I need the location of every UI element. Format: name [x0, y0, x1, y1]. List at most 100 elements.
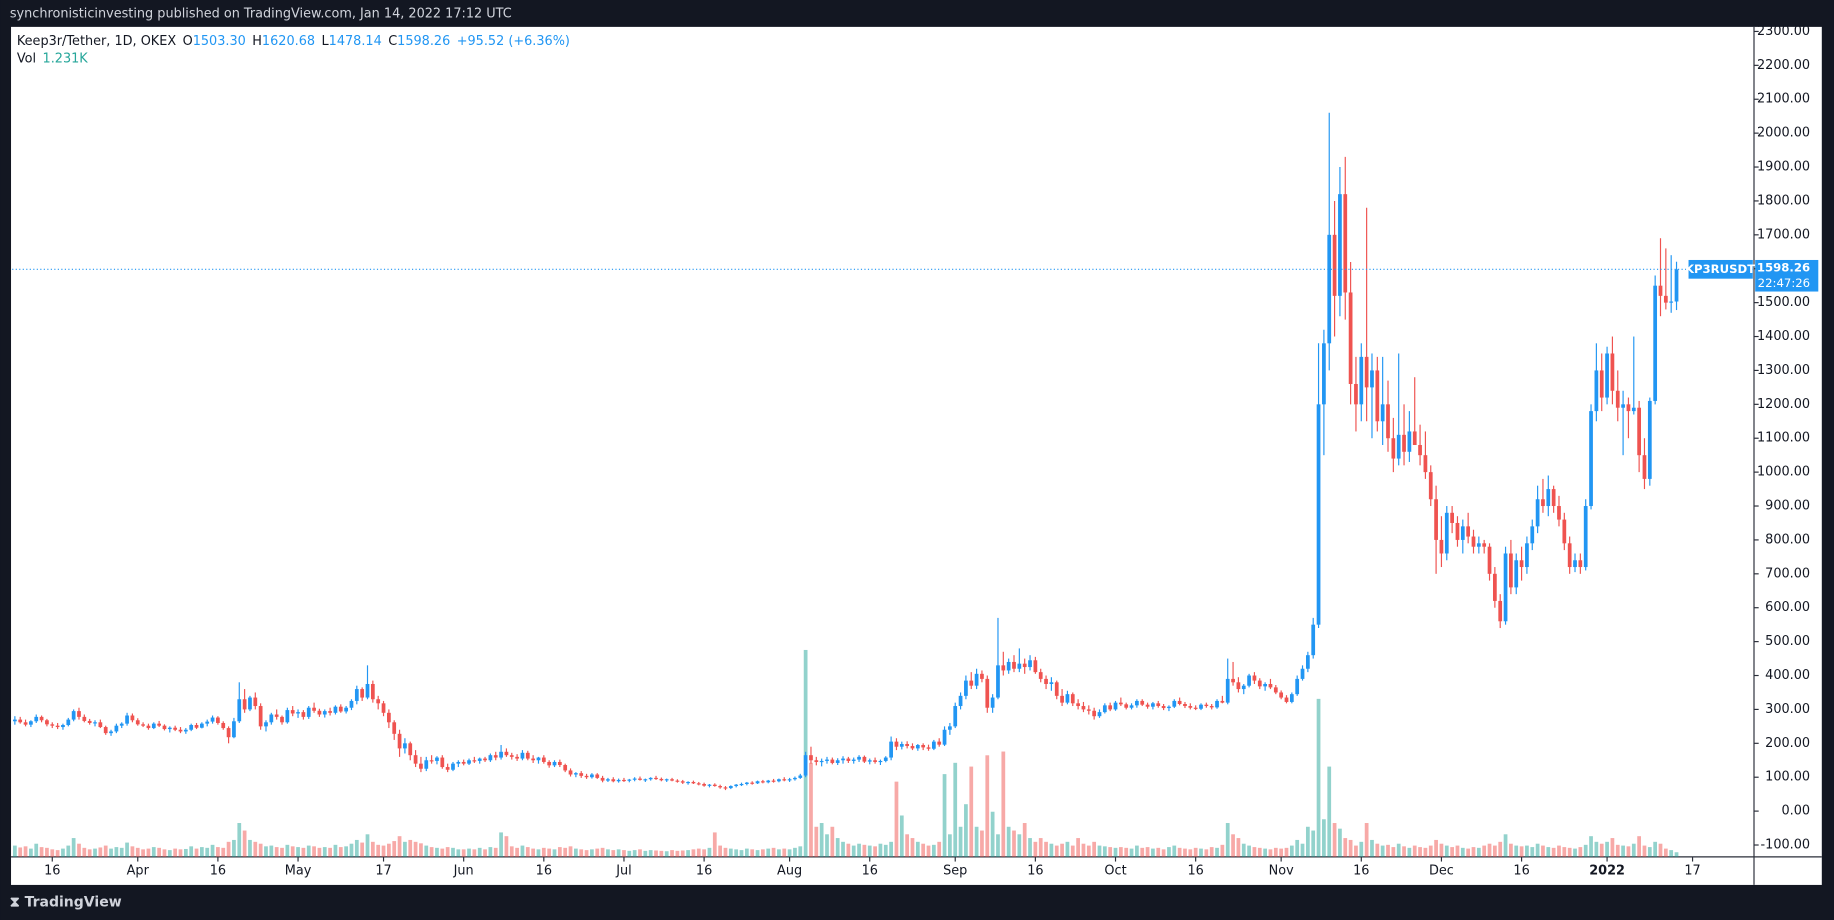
candle-body	[103, 727, 108, 734]
candle-body	[696, 783, 701, 785]
volume-bar	[1076, 838, 1080, 857]
volume-bar	[1466, 848, 1471, 857]
volume-bar	[274, 847, 279, 857]
volume-bar	[183, 848, 188, 857]
volume-bar	[1268, 849, 1273, 857]
volume-bar	[151, 847, 156, 857]
candle-body	[926, 747, 931, 749]
volume-bar	[851, 845, 856, 857]
volume-bar	[1551, 847, 1556, 857]
volume-bar	[435, 847, 439, 857]
volume-bar	[1567, 847, 1572, 857]
candle-body	[1348, 292, 1353, 384]
candle-body	[958, 695, 963, 707]
candle-body	[1038, 672, 1043, 679]
volume-bar	[1204, 849, 1209, 857]
volume-bar	[547, 848, 552, 857]
volume-bar	[77, 843, 81, 857]
volume-bar	[290, 846, 295, 857]
volume-bar	[1674, 852, 1679, 857]
volume-bar	[1225, 823, 1230, 857]
candle-body	[771, 780, 776, 782]
legend-key: C	[388, 33, 397, 48]
candle-body	[135, 720, 140, 725]
volume-bar	[889, 841, 893, 857]
volume-bar	[98, 847, 103, 857]
candle-body	[1354, 383, 1358, 405]
volume-bar	[707, 847, 712, 857]
candle-body	[718, 786, 723, 788]
volume-bar	[1525, 845, 1529, 857]
candle-body	[1204, 704, 1209, 707]
candle-body	[937, 741, 942, 745]
candle-body	[531, 758, 536, 761]
candle-body	[948, 726, 952, 730]
volume-bar	[1642, 845, 1647, 857]
volume-bar	[445, 847, 450, 857]
candle-body	[525, 752, 530, 759]
candle-body	[1471, 536, 1476, 547]
volume-bar	[1102, 846, 1107, 857]
volume-bar	[114, 847, 119, 857]
volume-bar	[328, 847, 332, 857]
volume-bar	[525, 847, 530, 857]
candle-body	[1615, 390, 1620, 408]
volume-bar	[216, 847, 220, 857]
volume-bar	[1108, 847, 1113, 857]
candle-body	[125, 715, 129, 724]
candle-body	[1273, 687, 1278, 693]
candle-body	[237, 699, 242, 722]
volume-bar	[857, 843, 861, 857]
candle-body	[1599, 370, 1604, 398]
volume-bar	[648, 850, 653, 857]
candle-body	[285, 710, 290, 723]
candle-body	[1295, 678, 1300, 695]
candle-body	[1450, 512, 1454, 523]
candle-body	[274, 714, 279, 717]
candle-body	[862, 756, 867, 762]
candle-body	[830, 759, 835, 763]
candle-body	[1359, 356, 1364, 405]
volume-bar	[296, 847, 300, 857]
volume-bar	[584, 850, 589, 857]
volume-bar	[157, 847, 161, 857]
volume-bar	[974, 826, 979, 857]
candle-body	[910, 746, 915, 749]
candle-body	[1407, 431, 1412, 452]
candle-body	[306, 707, 311, 717]
candle-body	[354, 689, 359, 701]
candle-body	[435, 757, 439, 761]
volume-bar	[686, 850, 690, 857]
volume-bar	[1519, 846, 1524, 857]
volume-bar	[23, 846, 28, 857]
volume-bar	[531, 848, 536, 857]
volume-bar	[873, 846, 877, 857]
volume-bar	[135, 847, 140, 857]
volume-bar	[1167, 847, 1171, 857]
volume-bar	[964, 804, 968, 857]
candle-body	[1209, 706, 1214, 708]
volume-bar	[1124, 847, 1129, 857]
candle-body	[1492, 573, 1497, 601]
candle-body	[1338, 194, 1342, 296]
volume-bar	[1407, 847, 1412, 857]
y-tick-label: 1200.00	[1757, 397, 1810, 412]
candle-body	[1514, 560, 1519, 588]
candle-body	[1583, 506, 1588, 568]
volume-bar	[1610, 838, 1615, 857]
volume-bar	[600, 847, 605, 857]
candle-body	[1028, 660, 1032, 668]
candle-body	[61, 725, 65, 728]
candle-body	[974, 673, 979, 686]
candle-body	[782, 779, 787, 781]
candle-body	[253, 697, 258, 707]
volume-bar	[50, 849, 55, 857]
candle-body	[728, 786, 733, 789]
volume-bar	[1364, 823, 1369, 857]
candle-body	[1183, 703, 1187, 707]
volume-bar	[1621, 845, 1625, 857]
candle-body	[55, 725, 60, 728]
volume-bar	[1322, 819, 1326, 857]
candle-body	[552, 761, 557, 766]
